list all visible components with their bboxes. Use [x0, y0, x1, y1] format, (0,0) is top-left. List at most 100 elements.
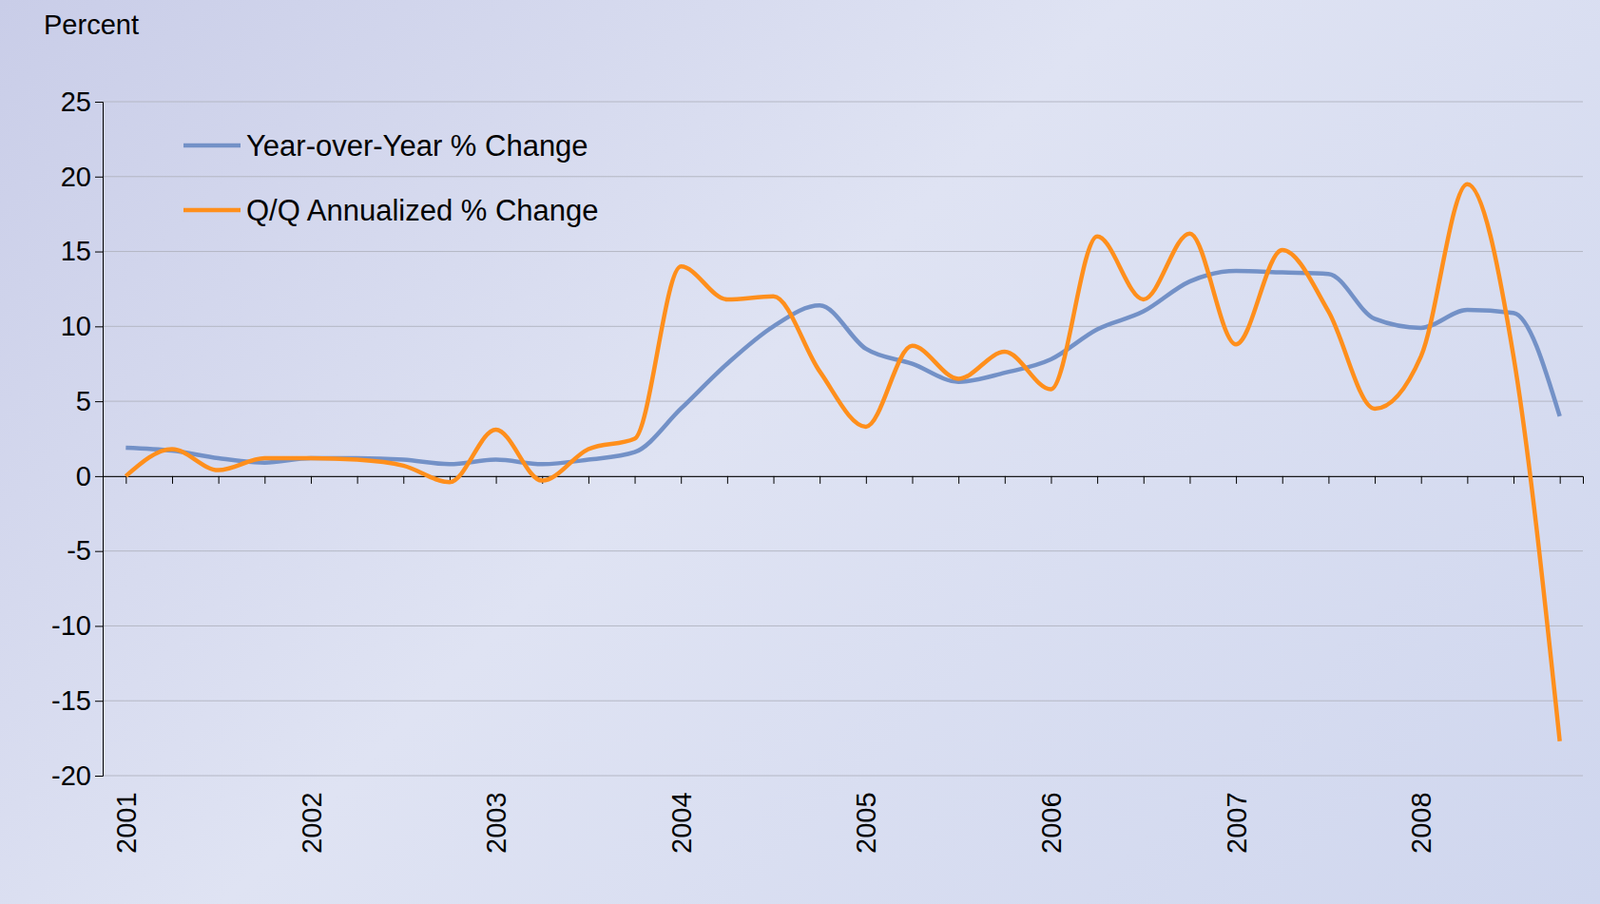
x-tick	[1189, 476, 1191, 484]
legend-label: Q/Q Annualized % Change	[246, 193, 599, 228]
y-tick: 10	[60, 310, 103, 342]
y-axis: -20 -15 -10 -5 0 5 10 15 20 25	[51, 86, 103, 791]
x-tick-mark	[218, 476, 220, 484]
y-tick-mark	[95, 775, 103, 777]
x-tick-label: 2007	[1221, 791, 1253, 854]
y-tick: 0	[76, 461, 103, 492]
x-tick-mark	[635, 476, 637, 484]
x-tick-mark	[125, 476, 127, 484]
y-axis-title: Percent	[43, 9, 139, 40]
legend-swatch	[183, 208, 241, 213]
x-tick	[588, 476, 590, 484]
x-tick	[635, 476, 637, 484]
x-tick-mark	[911, 476, 913, 484]
x-tick-mark	[1374, 476, 1376, 484]
y-tick-label: 20	[60, 161, 92, 193]
y-tick-mark	[95, 625, 103, 627]
y-tick: -15	[51, 685, 103, 716]
y-tick-label: 15	[60, 235, 92, 267]
y-tick-mark	[95, 551, 103, 553]
x-tick: 2008	[1406, 476, 1437, 854]
x-axis-line	[103, 476, 1584, 484]
y-tick: -10	[51, 610, 103, 641]
x-tick-mark	[1189, 476, 1191, 484]
x-tick	[1328, 476, 1330, 484]
x-tick-label: 2003	[481, 791, 512, 854]
y-tick-label: -5	[66, 535, 92, 566]
y-tick-mark	[95, 326, 103, 328]
y-tick-label: 5	[76, 385, 92, 417]
x-tick	[727, 476, 729, 484]
x-tick: 2007	[1221, 476, 1253, 854]
x-tick: 2004	[666, 476, 697, 854]
y-tick-label: 0	[76, 461, 92, 492]
x-axis: 2001 2002 2003 2004 2005 2006 2007 2008	[103, 476, 1584, 854]
x-tick-mark	[1235, 476, 1237, 484]
y-tick: -5	[66, 535, 103, 566]
legend-label: Year-over-Year % Change	[246, 129, 589, 163]
x-tick	[1466, 476, 1468, 484]
x-tick	[218, 476, 220, 484]
x-tick: 2001	[111, 476, 142, 854]
y-tick-label: -10	[51, 610, 92, 641]
y-tick-mark	[95, 476, 103, 478]
x-tick-mark	[264, 476, 266, 484]
y-tick-mark	[95, 101, 103, 103]
x-tick: 2002	[296, 476, 328, 854]
x-tick-mark	[1421, 476, 1423, 484]
y-tick-label: -20	[51, 760, 92, 791]
y-tick-label: 10	[60, 310, 92, 342]
grid	[102, 101, 1583, 776]
legend: Year-over-Year % Change Q/Q Annualized % …	[183, 129, 599, 228]
x-tick	[1513, 476, 1515, 484]
x-tick	[958, 476, 960, 484]
x-tick	[1282, 476, 1284, 484]
y-tick-mark	[95, 401, 103, 403]
x-tick-mark	[1328, 476, 1330, 484]
x-tick-label: 2006	[1036, 791, 1067, 854]
x-tick-label: 2002	[296, 791, 328, 854]
grid-line	[102, 550, 1583, 552]
x-tick-mark	[1004, 476, 1006, 484]
x-tick: 2005	[850, 476, 882, 854]
x-tick	[1560, 476, 1562, 484]
x-tick-label: 2001	[111, 791, 142, 854]
x-tick-mark	[773, 476, 775, 484]
x-tick-mark	[310, 476, 312, 484]
y-tick: 15	[60, 235, 103, 267]
x-tick	[1374, 476, 1376, 484]
y-tick: 5	[76, 385, 103, 417]
x-tick-mark	[1050, 476, 1052, 484]
x-tick	[773, 476, 775, 484]
x-tick: 2006	[1036, 476, 1067, 854]
y-tick: -20	[51, 760, 103, 791]
x-tick-label: 2004	[666, 791, 697, 854]
x-tick-mark	[357, 476, 359, 484]
x-tick-mark	[172, 476, 174, 484]
x-tick	[357, 476, 359, 484]
x-tick-label: 2005	[850, 791, 882, 854]
legend-swatch	[183, 143, 241, 149]
x-tick-mark	[958, 476, 960, 484]
x-tick-mark	[1097, 476, 1099, 484]
grid-line	[102, 625, 1583, 627]
y-tick: 20	[60, 161, 103, 193]
grid-line	[102, 775, 1583, 777]
series-line	[125, 184, 1560, 742]
x-tick	[264, 476, 266, 484]
x-tick-mark	[1560, 476, 1562, 484]
y-tick-mark	[95, 176, 103, 178]
y-tick-label: -15	[51, 685, 92, 716]
x-tick	[819, 476, 821, 484]
x-tick-mark	[403, 476, 405, 484]
y-tick-label: 25	[60, 86, 92, 117]
plot-area	[125, 184, 1560, 742]
y-axis-line	[95, 102, 104, 777]
x-tick	[1143, 476, 1145, 484]
x-tick: 2003	[481, 476, 512, 854]
x-tick	[403, 476, 405, 484]
x-tick-mark	[1466, 476, 1468, 484]
grid-line	[102, 401, 1583, 403]
x-tick-mark	[866, 476, 868, 484]
x-tick-mark	[588, 476, 590, 484]
